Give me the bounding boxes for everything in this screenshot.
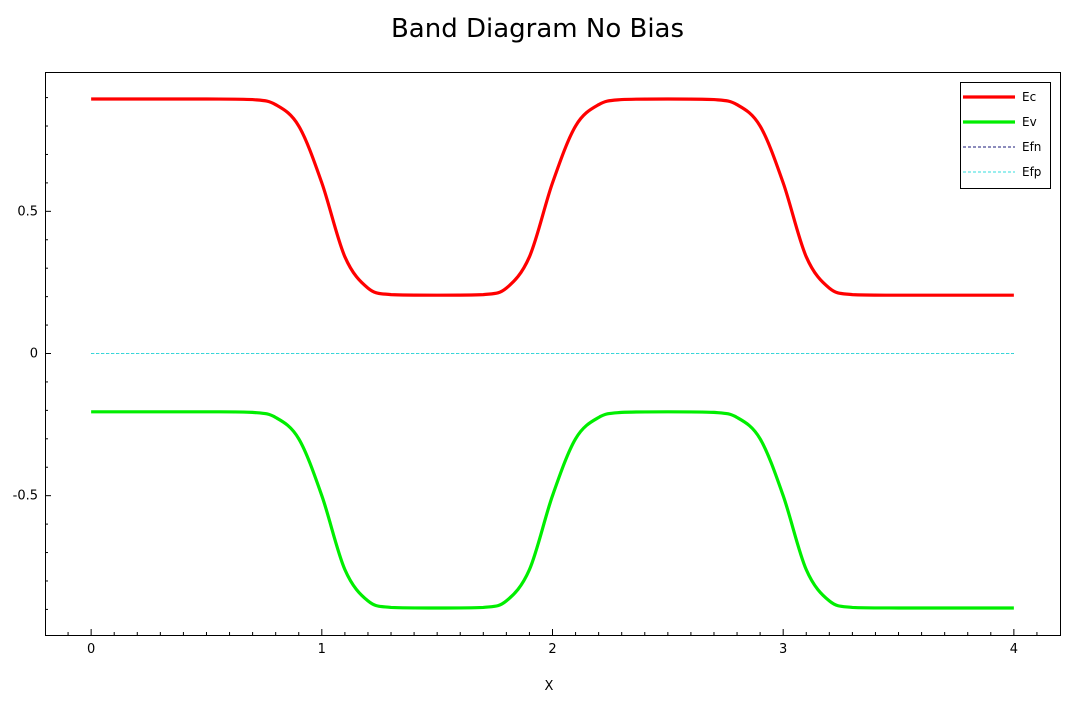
legend-label-efn: Efn [1022,140,1041,154]
legend-label-ev: Ev [1022,115,1037,129]
x-tick-label: 2 [548,642,556,657]
legend-box [960,82,1051,189]
x-axis-label: X [545,679,554,694]
series-line-ec [91,97,1014,297]
legend: Ec Ev Efn Efp [960,82,1051,189]
x-tick-label: 4 [1010,642,1018,657]
x-tick-label: 1 [318,642,326,657]
y-tick-label: -0.5 [13,489,38,504]
x-tick-label: 3 [779,642,787,657]
x-tick-label: 0 [87,642,95,657]
chart-title: Band Diagram No Bias [390,14,685,44]
y-tick-label: 0.5 [17,204,38,219]
ticks-layer: 0 1 2 3 4 -0.5 0 0.5 [13,97,1038,657]
series-line-ev [91,410,1014,610]
lines-layer [91,97,1014,610]
legend-label-efp: Efp [1022,165,1041,179]
legend-label-ec: Ec [1022,90,1036,104]
y-tick-label: 0 [30,347,38,362]
